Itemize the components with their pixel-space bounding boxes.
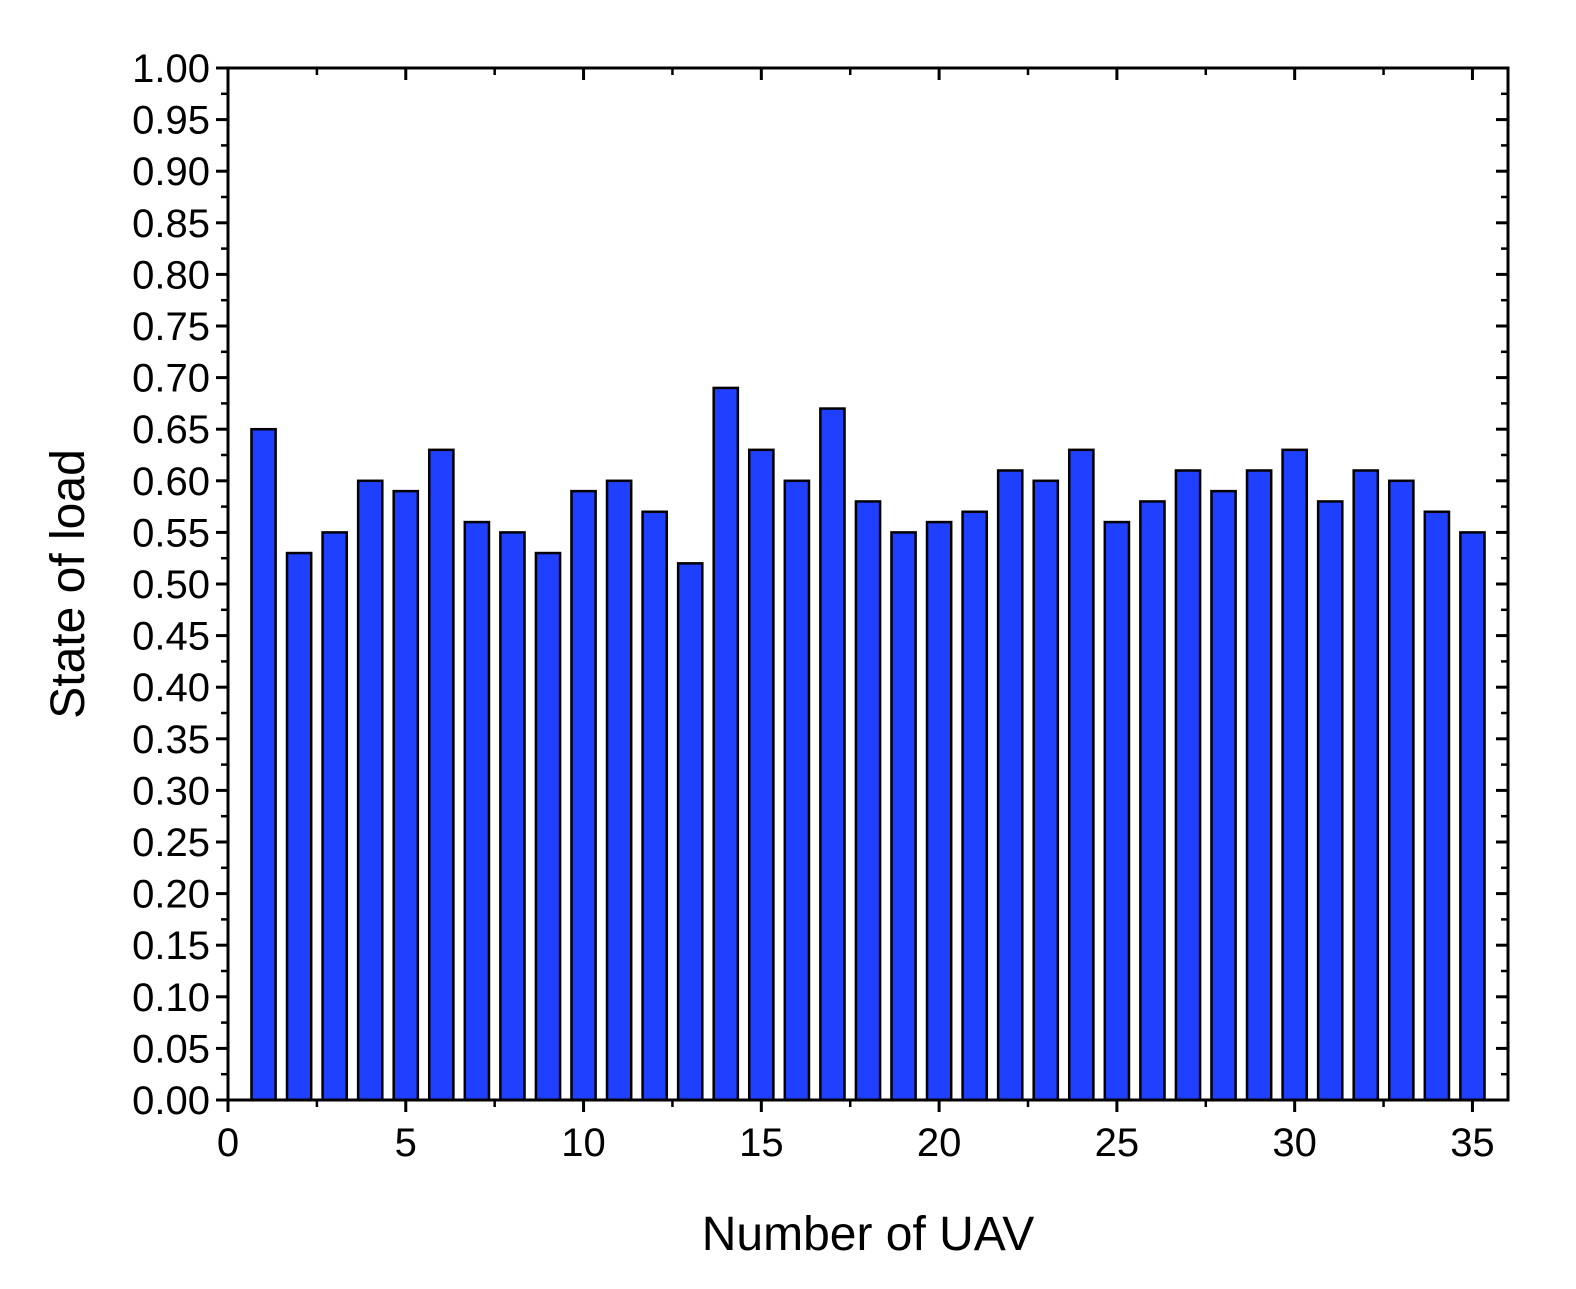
y-tick-label: 0.10 (132, 976, 210, 1020)
y-tick-label: 0.25 (132, 821, 210, 865)
x-tick-label: 30 (1272, 1121, 1317, 1165)
bar-uav-23 (1032, 479, 1060, 1102)
y-tick-label: 0.60 (132, 460, 210, 504)
y-tick-label: 0.90 (132, 150, 210, 194)
bar-uav-34 (1423, 510, 1451, 1102)
y-tick-label: 0.75 (132, 305, 210, 349)
bar-uav-6 (427, 448, 455, 1102)
y-tick-label: 0.70 (132, 357, 210, 401)
bar-uav-35 (1459, 531, 1486, 1102)
bar-uav-20 (925, 520, 953, 1102)
bar-uav-19 (890, 531, 917, 1102)
y-tick-label: 0.55 (132, 511, 210, 555)
bar-uav-18 (854, 500, 882, 1102)
bar-uav-8 (499, 531, 526, 1102)
x-tick-label: 20 (917, 1121, 962, 1165)
bar-uav-5 (392, 489, 420, 1102)
x-tick-label: 35 (1450, 1121, 1495, 1165)
y-tick-label: 1.00 (132, 47, 210, 91)
tick-labels-layer: 0.00 0.05 0.10 0.15 0.20 0.25 0.30 0.35 0.40 0.45… (132, 47, 1495, 1165)
y-axis-title: State of load (42, 449, 95, 719)
bar-uav-32 (1352, 469, 1380, 1102)
y-tick-label: 0.50 (132, 563, 210, 607)
plot-frame (226, 66, 1510, 1102)
bar-uav-13 (676, 562, 704, 1102)
y-tick-label: 0.65 (132, 408, 210, 452)
bar-uav-10 (570, 489, 597, 1102)
y-tick-label: 0.15 (132, 924, 210, 968)
bars-layer (250, 386, 1486, 1102)
x-tick-label: 0 (217, 1121, 239, 1165)
bar-uav-30 (1281, 448, 1309, 1102)
bar-uav-17 (819, 407, 846, 1102)
bar-uav-33 (1387, 479, 1415, 1102)
bar-uav-15 (747, 448, 775, 1102)
bar-uav-29 (1245, 469, 1273, 1102)
y-tick-label: 0.20 (132, 873, 210, 917)
y-tick-label: 0.40 (132, 666, 210, 710)
y-tick-label: 0.45 (132, 615, 210, 659)
y-tick-label: 0.30 (132, 769, 210, 813)
y-tick-label: 0.85 (132, 202, 210, 246)
bar-uav-22 (996, 469, 1024, 1102)
y-tick-label: 0.35 (132, 718, 210, 762)
x-tick-label: 15 (739, 1121, 784, 1165)
bar-uav-14 (712, 386, 740, 1102)
bar-uav-1 (250, 427, 277, 1102)
bar-uav-11 (605, 479, 633, 1102)
x-tick-label: 25 (1095, 1121, 1140, 1165)
x-tick-label: 5 (395, 1121, 417, 1165)
bar-uav-24 (1067, 448, 1095, 1102)
bar-uav-2 (285, 551, 313, 1102)
bar-uav-27 (1174, 469, 1202, 1102)
bar-uav-28 (1210, 489, 1237, 1102)
bar-uav-3 (321, 531, 349, 1102)
bar-uav-4 (356, 479, 384, 1102)
y-tick-label: 0.80 (132, 253, 210, 297)
bar-uav-21 (961, 510, 989, 1102)
x-axis-title: Number of UAV (702, 1208, 1035, 1261)
bar-uav-16 (783, 479, 811, 1102)
bar-uav-12 (641, 510, 669, 1102)
y-tick-label: 0.05 (132, 1027, 210, 1071)
x-tick-label: 10 (561, 1121, 606, 1165)
y-tick-label: 0.95 (132, 99, 210, 143)
bar-uav-25 (1103, 520, 1131, 1102)
bar-uav-9 (534, 551, 562, 1102)
bar-uav-31 (1316, 500, 1344, 1102)
y-tick-label: 0.00 (132, 1079, 210, 1123)
bar-uav-7 (463, 520, 491, 1102)
bar-uav-26 (1139, 500, 1166, 1102)
